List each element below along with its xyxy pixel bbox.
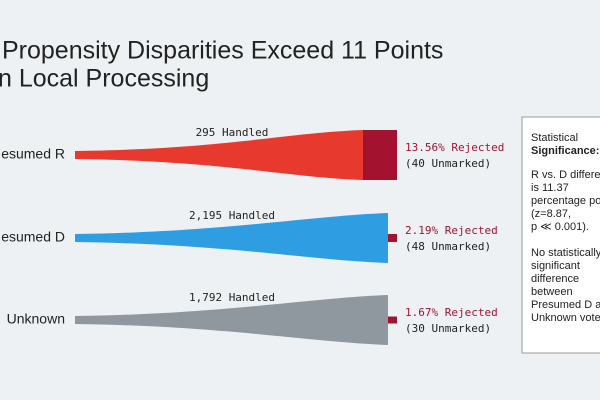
rejected-bar	[388, 233, 397, 243]
funnel-body	[75, 213, 388, 263]
funnel-body	[75, 130, 363, 180]
annotation-line: No statistically	[531, 247, 600, 259]
annotation-line: difference	[531, 273, 579, 285]
annotation-line: (z=8.87,	[531, 208, 571, 220]
annotation-line: between	[531, 286, 573, 298]
handled-label: 295 Handled	[196, 126, 269, 139]
unmarked-label: (40 Unmarked)	[405, 157, 491, 170]
annotation-line: percentage po	[531, 195, 600, 207]
annotation-line: Unknown vote	[531, 312, 600, 324]
title-line: n Local Processing	[0, 65, 209, 93]
unmarked-label: (48 Unmarked)	[405, 240, 491, 253]
annotation-line: Presumed D a	[531, 299, 600, 311]
category-label: esumed D	[1, 229, 65, 245]
rejected-label: 2.19% Rejected	[405, 224, 498, 237]
category-label: esumed R	[1, 146, 65, 162]
rejected-bar	[388, 316, 397, 324]
handled-label: 2,195 Handled	[189, 209, 275, 222]
annotation-heading: Significance:	[531, 145, 599, 157]
annotation-line: p ≪ 0.001).	[531, 221, 589, 233]
annotation-line: significant	[531, 260, 580, 272]
rejected-bar	[363, 130, 397, 180]
funnel-body	[75, 295, 388, 345]
rejected-label: 13.56% Rejected	[405, 141, 504, 154]
category-label: Unknown	[7, 311, 65, 327]
annotation-box	[521, 116, 600, 354]
rejected-label: 1.67% Rejected	[405, 306, 498, 319]
annotation-line: is 11.37	[531, 182, 569, 194]
annotation-heading: Statistical	[531, 132, 578, 144]
title-line: Propensity Disparities Exceed 11 Points	[2, 37, 443, 65]
annotation-line: R vs. D differe	[531, 169, 600, 181]
handled-label: 1,792 Handled	[189, 291, 275, 304]
unmarked-label: (30 Unmarked)	[405, 322, 491, 335]
